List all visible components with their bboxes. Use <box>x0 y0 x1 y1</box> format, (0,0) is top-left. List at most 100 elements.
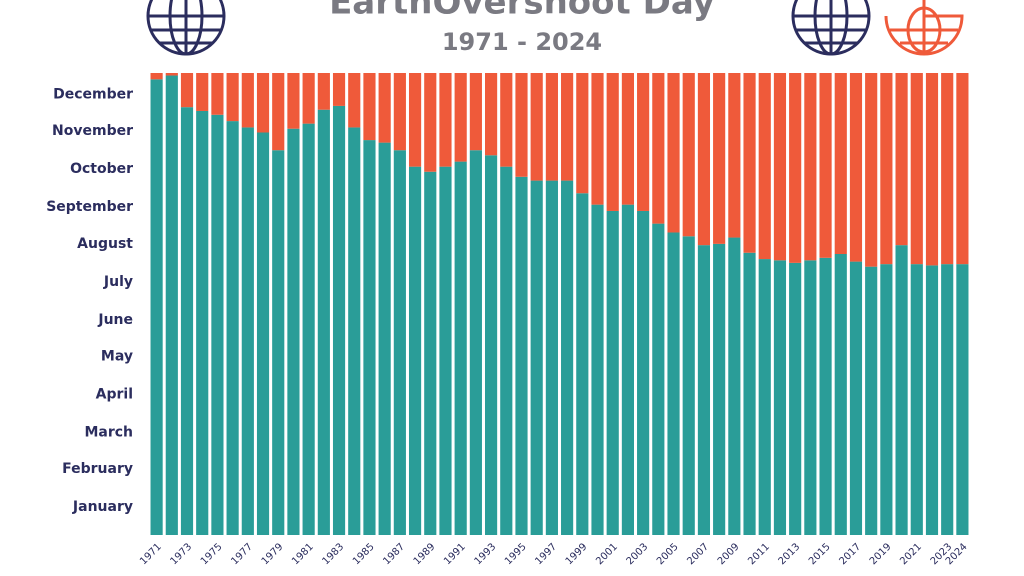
bar-segment <box>348 73 361 128</box>
x-tick-label: 1971 <box>138 541 164 567</box>
bar-segment <box>758 259 771 535</box>
bar-segment <box>241 73 254 128</box>
bar-segment <box>287 73 300 129</box>
bar-segment <box>652 223 665 535</box>
x-tick-label: 1975 <box>199 541 225 567</box>
bar-segment <box>363 140 376 535</box>
bar-segment <box>667 73 680 233</box>
bar-segment <box>515 176 528 535</box>
x-tick-label: 1995 <box>503 541 529 567</box>
bar-segment <box>728 73 741 238</box>
bar-segment <box>211 73 224 115</box>
x-tick-label: 2021 <box>898 541 924 567</box>
bar-segment <box>956 73 969 265</box>
bar-segment <box>713 243 726 535</box>
x-tick-label: 1991 <box>442 541 468 567</box>
bar-segment <box>545 180 558 535</box>
bar-segment <box>180 73 194 108</box>
bar-segment <box>865 266 878 535</box>
bar-segment <box>758 73 771 260</box>
y-tick-label: July <box>103 274 133 290</box>
bar-segment <box>485 73 498 156</box>
bar-segment <box>165 73 178 76</box>
bar-segment <box>469 150 482 536</box>
bar-segment <box>500 73 513 167</box>
bar-segment <box>789 73 802 263</box>
bar-segment <box>910 73 923 265</box>
bar-segment <box>378 142 391 535</box>
y-tick-label: May <box>101 349 133 365</box>
bar-segment <box>606 210 619 536</box>
bar-segment <box>393 150 406 536</box>
bar-segment <box>637 73 650 211</box>
bar-segment <box>697 73 711 246</box>
y-tick-label: March <box>84 424 133 440</box>
y-tick-label: April <box>96 387 133 403</box>
x-tick-label: 2015 <box>807 541 833 567</box>
bar-segment <box>834 254 847 535</box>
bar-segment <box>621 73 634 205</box>
bar-segment <box>165 75 178 536</box>
x-tick-label: 1981 <box>290 541 316 567</box>
bar-segment <box>272 150 285 536</box>
x-tick-label: 1985 <box>351 541 377 567</box>
bar-segment <box>287 128 300 535</box>
bar-segment <box>363 73 376 141</box>
bar-segment <box>956 264 969 535</box>
x-tick-label: 2017 <box>837 541 863 567</box>
x-tick-label: 1997 <box>533 541 559 567</box>
bar-segment <box>819 257 832 535</box>
bar-segment <box>256 132 270 535</box>
bar-segment <box>454 73 467 162</box>
chart-subtitle: 1971 - 2024 <box>442 28 602 56</box>
bar-segment <box>804 73 817 261</box>
bar-segment <box>545 73 558 181</box>
bar-segment <box>834 73 847 255</box>
bar-segment <box>941 73 954 265</box>
bar-segment <box>226 121 239 535</box>
bar-segment <box>348 127 361 535</box>
bar-segment <box>576 193 589 535</box>
x-tick-label: 2011 <box>746 541 772 567</box>
bar-segment <box>637 210 650 536</box>
bar-segment <box>272 73 285 151</box>
x-tick-label: 1999 <box>564 541 590 567</box>
bar-segment <box>849 261 863 535</box>
globe-icon <box>146 0 226 56</box>
bar-segment <box>378 73 391 143</box>
bar-segment <box>500 166 513 535</box>
x-tick-label: 1993 <box>473 541 499 567</box>
bar-segment <box>728 237 741 535</box>
x-tick-label: 1983 <box>321 541 347 567</box>
y-tick-label: November <box>52 123 133 139</box>
bar-segment <box>150 73 163 80</box>
bar-segment <box>941 264 954 535</box>
bar-segment <box>773 73 787 261</box>
bar-segment <box>150 79 163 535</box>
y-tick-label: January <box>72 499 133 515</box>
bar-segment <box>910 264 923 535</box>
bar-segment <box>454 161 467 536</box>
x-tick-label: 2001 <box>594 541 620 567</box>
y-tick-label: September <box>46 199 133 215</box>
bar-segment <box>789 262 802 535</box>
bar-segment <box>180 107 194 535</box>
bar-segment <box>849 73 863 262</box>
bar-segment <box>561 180 574 535</box>
bar-segment <box>743 252 756 535</box>
bar-segment <box>576 73 589 194</box>
x-tick-label: 1987 <box>381 541 407 567</box>
bar-segment <box>485 155 498 535</box>
bar-segment <box>895 73 908 246</box>
bar-segment <box>682 236 695 535</box>
bar-segment <box>256 73 270 133</box>
y-tick-label: June <box>97 312 133 328</box>
y-tick-label: August <box>77 236 133 252</box>
bar-segment <box>865 73 878 267</box>
bar-segment <box>713 73 726 244</box>
bar-segment <box>317 73 330 110</box>
bar-segment <box>439 166 452 535</box>
bar-segment <box>302 73 315 124</box>
x-tick-label: 1973 <box>168 541 194 567</box>
